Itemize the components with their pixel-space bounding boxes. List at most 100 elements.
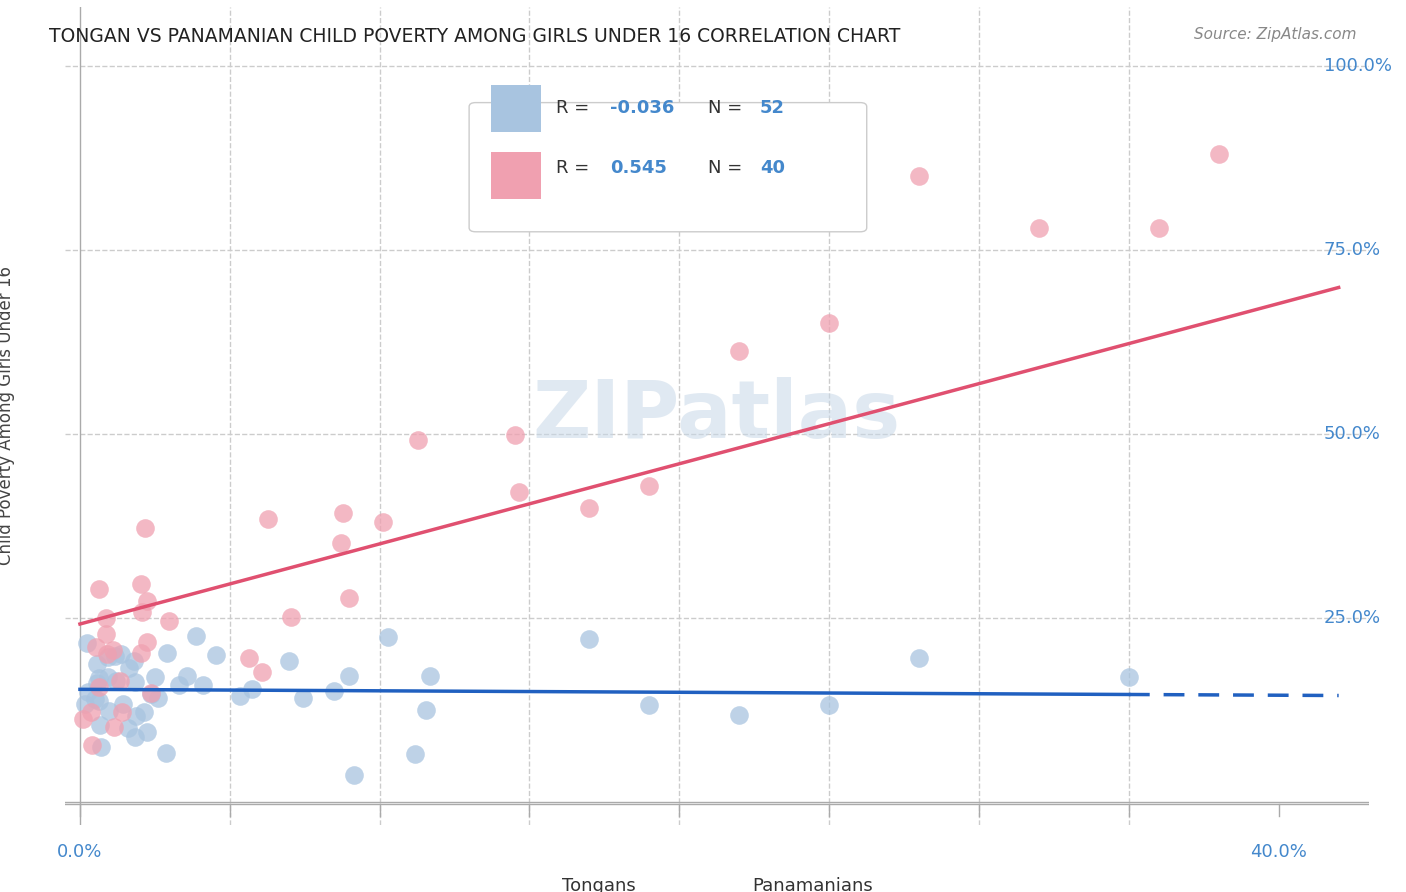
Point [98,704,121,718]
Point [256,512,278,526]
Point [1147,220,1170,235]
Point [415,703,437,717]
Point [84,691,107,706]
Point [377,630,399,644]
Point [330,535,353,549]
Point [80,705,103,719]
Text: N =: N = [707,98,748,117]
Text: R =: R = [557,98,596,117]
Point [373,516,395,530]
Point [167,678,190,692]
Point [139,686,162,700]
Point [124,674,146,689]
Point [76,636,98,650]
Point [129,646,152,660]
Point [134,521,156,535]
Point [728,708,751,723]
Point [176,669,198,683]
Point [73,697,96,711]
Point [191,678,214,692]
Point [322,683,344,698]
Point [508,485,530,500]
Point [280,610,302,624]
Point [343,768,366,782]
FancyBboxPatch shape [491,85,541,132]
Point [94,610,117,624]
Point [72,712,94,726]
Point [505,428,527,442]
Point [404,747,426,761]
Point [110,647,132,661]
Point [337,669,360,683]
Point [104,674,127,689]
Point [728,344,751,359]
Text: Panamanians: Panamanians [752,877,873,892]
Point [117,661,139,675]
Point [908,651,931,665]
Point [205,648,228,662]
Point [97,670,120,684]
Point [136,635,159,649]
Point [134,705,156,719]
Text: 25.0%: 25.0% [1323,609,1381,627]
Text: 40: 40 [759,159,785,177]
Text: 52: 52 [759,98,785,117]
Text: Source: ZipAtlas.com: Source: ZipAtlas.com [1194,27,1357,42]
Point [108,674,131,689]
Point [80,738,103,752]
Point [104,648,127,663]
Point [96,647,118,661]
Point [818,698,841,712]
Point [228,689,250,703]
Point [125,709,148,723]
Text: 40.0%: 40.0% [1250,843,1308,861]
Text: TONGAN VS PANAMANIAN CHILD POVERTY AMONG GIRLS UNDER 16 CORRELATION CHART: TONGAN VS PANAMANIAN CHILD POVERTY AMONG… [49,27,901,45]
Point [908,169,931,184]
Point [818,316,841,330]
Point [337,591,360,606]
Point [1208,147,1230,161]
Point [136,594,159,608]
Point [86,640,108,654]
Point [156,646,179,660]
Text: N =: N = [707,159,748,177]
Point [103,720,125,734]
Point [111,697,134,711]
Point [90,739,112,754]
Point [101,643,124,657]
Point [238,651,260,665]
Point [157,614,180,628]
Text: R =: R = [557,159,596,177]
FancyBboxPatch shape [517,871,554,892]
Point [124,654,146,668]
Point [87,671,110,685]
Point [186,629,208,643]
Point [77,685,100,699]
Point [638,479,661,493]
Point [143,670,166,684]
Text: 0.0%: 0.0% [58,843,103,861]
Point [578,632,600,647]
Point [277,654,299,668]
Point [240,682,263,697]
Point [124,731,146,745]
Point [135,725,157,739]
Point [131,605,153,619]
Text: 0.545: 0.545 [610,159,666,177]
Point [117,721,139,735]
Point [1028,220,1050,235]
Point [87,681,110,695]
Text: 75.0%: 75.0% [1323,241,1381,259]
Point [1118,670,1140,684]
Point [155,746,177,760]
Point [141,688,163,702]
Point [250,665,273,680]
Point [89,718,111,732]
Point [111,705,134,719]
Point [578,501,600,516]
Text: 50.0%: 50.0% [1323,425,1381,443]
FancyBboxPatch shape [707,871,744,892]
Point [406,434,429,448]
Point [638,698,661,713]
Text: Child Poverty Among Girls Under 16: Child Poverty Among Girls Under 16 [0,266,15,566]
